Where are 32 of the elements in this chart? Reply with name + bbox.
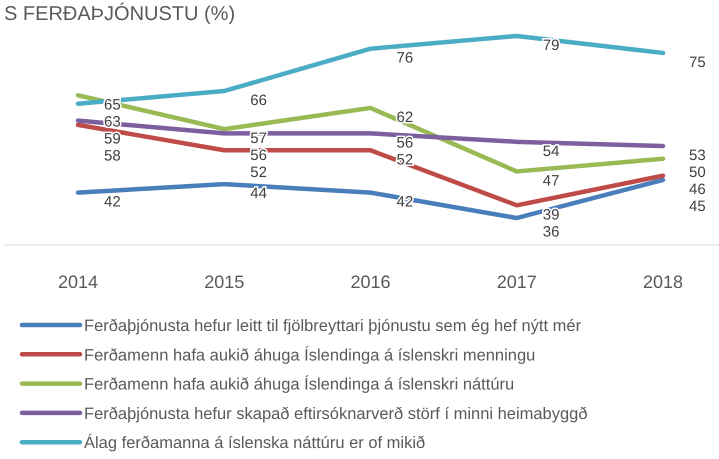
legend-label: Ferðaþjónusta hefur skapað eftirsóknarverð störf í minni heimabyggð <box>84 404 588 423</box>
data-label: 66 <box>250 92 267 110</box>
data-label: 36 <box>542 223 560 240</box>
data-label: 56 <box>250 147 267 164</box>
data-label: 53 <box>689 147 706 164</box>
data-label: 46 <box>689 181 706 198</box>
x-tick-label: 2014 <box>58 272 98 292</box>
legend-label: Ferðaþjónusta hefur leitt til fjölbreyttari þjónustu sem ég hef nýtt mér <box>84 317 582 335</box>
data-label: 39 <box>542 206 560 224</box>
data-label: 75 <box>689 54 706 71</box>
data-label: 58 <box>104 147 121 164</box>
legend-label: Ferðamenn hafa aukið áhuga Íslendinga á íslenskri náttúru <box>84 374 514 394</box>
data-label: 50 <box>689 164 706 182</box>
data-label: 54 <box>542 142 560 160</box>
x-tick-label: 2016 <box>350 272 391 292</box>
data-label: 56 <box>396 134 414 152</box>
x-tick-label: 2018 <box>642 272 684 292</box>
legend-label: Ferðamenn hafa aukið áhuga Íslendinga á íslenskri menningu <box>84 345 536 364</box>
data-label: 42 <box>104 194 121 211</box>
data-label: 47 <box>542 172 560 190</box>
data-label: 57 <box>250 130 267 148</box>
x-tick-label: 2017 <box>496 272 537 292</box>
data-label: 45 <box>689 198 706 216</box>
data-label: 59 <box>104 130 121 148</box>
data-label: 65 <box>104 96 121 114</box>
data-label: 44 <box>250 185 267 202</box>
chart-title: S FERÐAÞJÓNUSTU (%) <box>4 2 236 25</box>
x-tick-label: 2015 <box>204 272 244 292</box>
data-label: 79 <box>542 37 560 54</box>
data-label: 52 <box>250 164 267 182</box>
legend-label: Álag ferðamanna á íslenska náttúru er of mikið <box>84 433 426 452</box>
data-label: 76 <box>396 50 414 67</box>
